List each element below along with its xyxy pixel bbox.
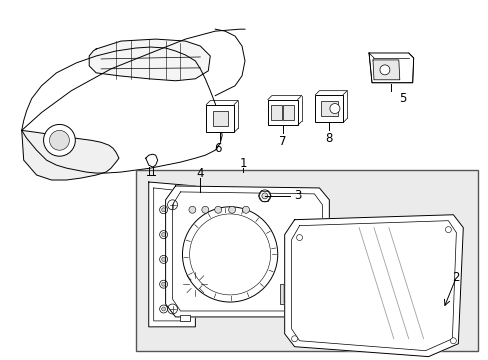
Text: 6: 6 xyxy=(214,142,222,155)
Circle shape xyxy=(445,227,450,233)
Polygon shape xyxy=(165,186,328,317)
Polygon shape xyxy=(372,60,399,80)
Circle shape xyxy=(167,200,177,210)
Polygon shape xyxy=(368,53,413,83)
Circle shape xyxy=(162,208,165,212)
Circle shape xyxy=(182,207,277,302)
Text: 1: 1 xyxy=(239,157,246,170)
Bar xyxy=(270,105,282,120)
Circle shape xyxy=(449,338,455,344)
Bar xyxy=(304,315,314,321)
Text: 8: 8 xyxy=(325,132,332,145)
Polygon shape xyxy=(21,130,119,180)
Bar xyxy=(136,170,477,351)
Circle shape xyxy=(160,231,167,239)
Circle shape xyxy=(162,233,165,237)
Circle shape xyxy=(379,65,389,75)
Circle shape xyxy=(202,206,208,213)
Circle shape xyxy=(160,280,167,288)
Bar xyxy=(283,105,294,120)
Circle shape xyxy=(214,206,221,213)
Circle shape xyxy=(160,206,167,214)
Bar xyxy=(279,284,307,304)
Text: 3: 3 xyxy=(293,189,301,202)
Bar xyxy=(315,95,343,122)
Polygon shape xyxy=(284,215,462,357)
Bar xyxy=(180,315,190,321)
Text: 2: 2 xyxy=(452,271,459,284)
Circle shape xyxy=(242,206,249,213)
Text: 7: 7 xyxy=(278,135,286,148)
Circle shape xyxy=(162,307,165,311)
Circle shape xyxy=(258,190,270,202)
Circle shape xyxy=(49,130,69,150)
Circle shape xyxy=(262,193,267,199)
Bar xyxy=(267,100,297,125)
Bar xyxy=(212,111,227,126)
Circle shape xyxy=(160,255,167,264)
Circle shape xyxy=(162,282,165,286)
Circle shape xyxy=(160,305,167,313)
Circle shape xyxy=(296,235,302,240)
Bar xyxy=(206,105,234,132)
Circle shape xyxy=(43,125,75,156)
Bar xyxy=(320,101,337,116)
Circle shape xyxy=(329,104,339,113)
Text: 5: 5 xyxy=(398,92,406,105)
Circle shape xyxy=(228,206,235,213)
Circle shape xyxy=(162,257,165,261)
Polygon shape xyxy=(89,39,210,81)
Circle shape xyxy=(167,304,177,314)
Circle shape xyxy=(291,336,297,342)
Text: 4: 4 xyxy=(196,167,203,180)
Polygon shape xyxy=(148,182,195,327)
Circle shape xyxy=(188,206,196,213)
